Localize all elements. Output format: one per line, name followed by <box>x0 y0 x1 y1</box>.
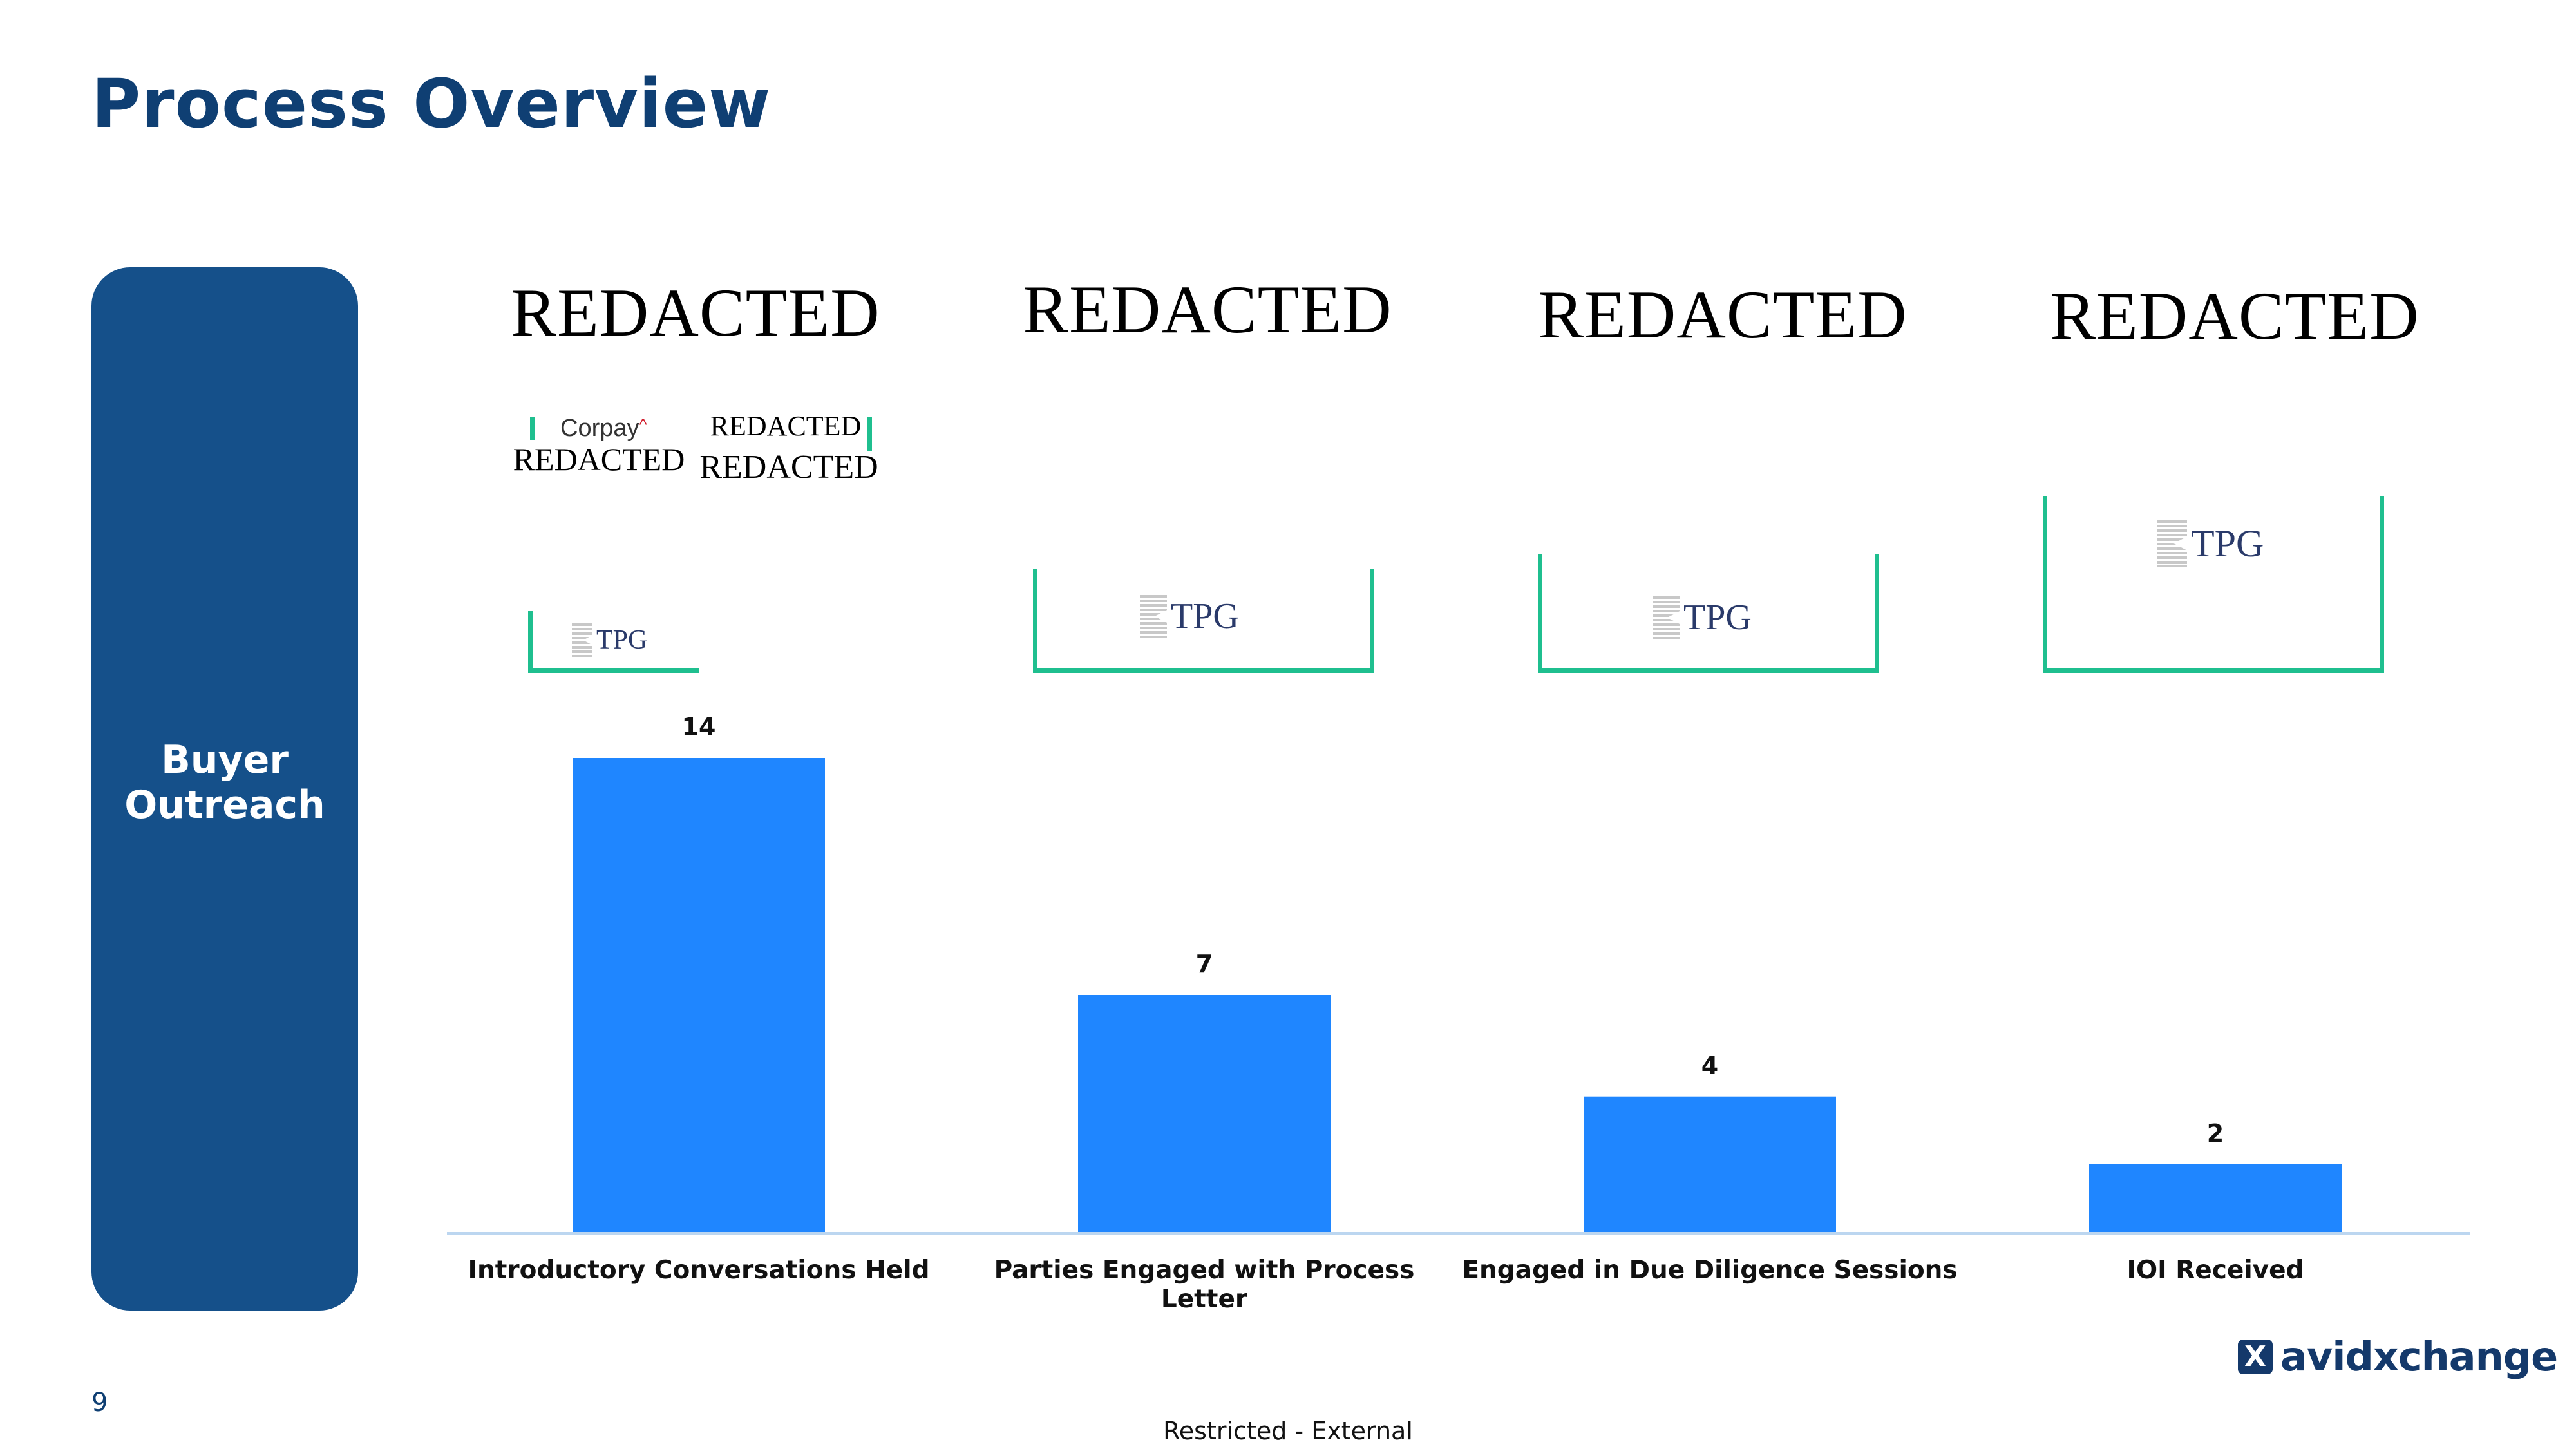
corpay-caret-icon: ^ <box>639 415 647 434</box>
bars-layer <box>573 758 2342 1232</box>
tpg-text: TPG <box>596 625 648 655</box>
side-label-line-2: Outreach <box>124 782 325 828</box>
corpay-logo: Corpay^ <box>560 415 647 442</box>
page-number: 9 <box>91 1388 108 1417</box>
category-label-4: IOI Received <box>2126 1256 2304 1285</box>
category-label-2: Parties Engaged with Process Letter <box>994 1256 1415 1314</box>
avidxchange-logo: X avidxchange <box>2238 1333 2558 1380</box>
bar-value-label-1: 14 <box>681 713 716 741</box>
stage-3-header: REDACTED <box>1538 277 1908 352</box>
redacted-label-b: REDACTED <box>710 410 862 442</box>
tpg-text: TPG <box>1171 596 1239 636</box>
bar-2 <box>1078 995 1331 1232</box>
tpg-text: TPG <box>1683 598 1752 638</box>
side-label-line-1: Buyer <box>161 737 289 782</box>
bar-3 <box>1584 1096 1836 1232</box>
bracket-4 <box>2043 496 2384 673</box>
bar-1 <box>573 758 825 1232</box>
bar-value-label-4: 2 <box>2206 1119 2224 1148</box>
bracket-1 <box>528 611 699 673</box>
classification-footer: Restricted - External <box>1163 1417 1413 1445</box>
avidxchange-x-icon: X <box>2238 1339 2273 1374</box>
buyer-outreach-label: Buyer Outreach <box>91 737 358 828</box>
corpay-text: Corpay <box>560 415 639 442</box>
category-label-1: Introductory Conversations Held <box>468 1256 930 1285</box>
tpg-logo-3: TPG <box>1653 596 1752 639</box>
stage-1-header: REDACTED <box>511 275 880 350</box>
green-tick-left <box>530 417 535 440</box>
bar-value-label-2: 7 <box>1195 950 1213 978</box>
stage-4-header: REDACTED <box>2050 278 2420 354</box>
tpg-logo-2: TPG <box>1140 595 1239 638</box>
buyer-outreach-panel: Buyer Outreach <box>91 267 358 1311</box>
redacted-label-c: REDACTED <box>699 449 878 486</box>
page-title: Process Overview <box>91 64 772 143</box>
tpg-text: TPG <box>2191 522 2264 565</box>
tpg-logo-1: TPG <box>572 623 647 657</box>
category-label-3: Engaged in Due Diligence Sessions <box>1462 1256 1958 1285</box>
tpg-logo-4: TPG <box>2157 520 2264 567</box>
bar-value-label-3: 4 <box>1701 1051 1719 1080</box>
bar-4 <box>2089 1164 2342 1232</box>
green-tick-right <box>867 417 872 451</box>
bracket-2 <box>1033 569 1374 673</box>
avidxchange-wordmark: avidxchange <box>2280 1333 2558 1380</box>
stage-2-header: REDACTED <box>1023 272 1392 347</box>
redacted-label-a: REDACTED <box>513 441 685 477</box>
bracket-3 <box>1538 554 1879 673</box>
